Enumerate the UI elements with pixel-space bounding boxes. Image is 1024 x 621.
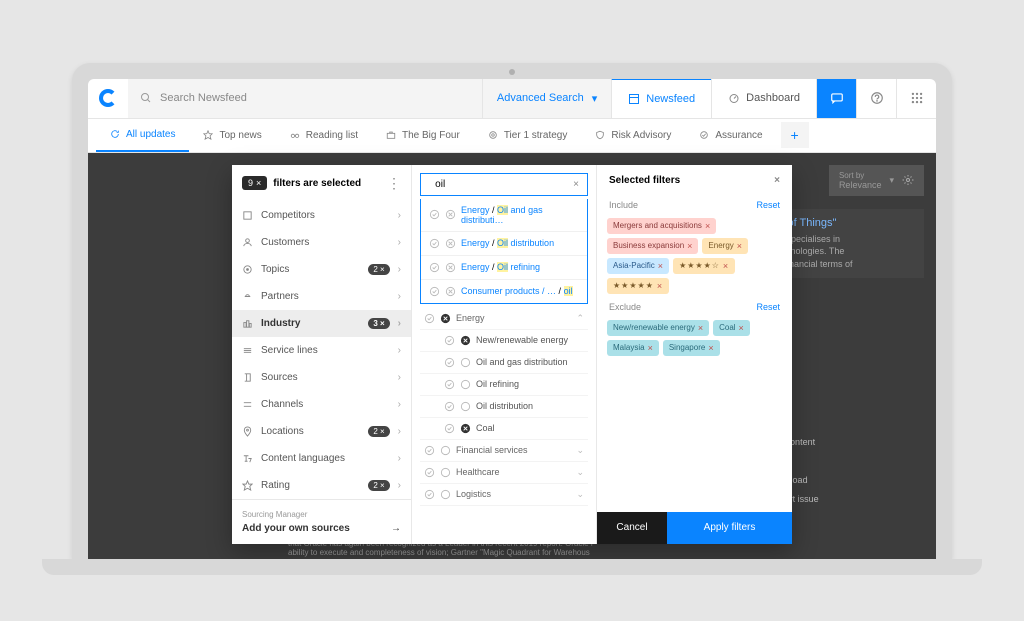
- chat-button[interactable]: [816, 79, 856, 119]
- category-partners[interactable]: Partners›: [232, 283, 411, 310]
- category-rating[interactable]: Rating2 ×›: [232, 472, 411, 499]
- subtab-big-four[interactable]: The Big Four: [372, 118, 474, 152]
- reset-include-link[interactable]: Reset: [756, 200, 780, 210]
- subtab-tier1[interactable]: Tier 1 strategy: [474, 118, 582, 152]
- category-customers[interactable]: Customers›: [232, 229, 411, 256]
- filter-count-badge[interactable]: 9 ×: [242, 176, 267, 190]
- category-sources[interactable]: Sources›: [232, 364, 411, 391]
- subtab-risk[interactable]: Risk Advisory: [581, 118, 685, 152]
- search-placeholder: Search Newsfeed: [160, 92, 247, 104]
- check-badge-icon: [699, 130, 709, 140]
- category-channels[interactable]: Channels›: [232, 391, 411, 418]
- category-industry[interactable]: Industry3 ×›: [232, 310, 411, 337]
- tab-dashboard[interactable]: Dashboard: [711, 79, 816, 119]
- logo[interactable]: [88, 89, 128, 107]
- help-button[interactable]: [856, 79, 896, 119]
- filter-tag[interactable]: Business expansion ×: [607, 238, 698, 254]
- subtab-reading-list[interactable]: Reading list: [276, 118, 372, 152]
- filter-tag[interactable]: New/renewable energy ×: [607, 320, 709, 336]
- tree-item[interactable]: New/renewable energy: [420, 330, 588, 352]
- reset-exclude-link[interactable]: Reset: [756, 302, 780, 312]
- filter-tag[interactable]: ★★★★★ ×: [607, 278, 669, 294]
- tree-item[interactable]: Oil distribution: [420, 396, 588, 418]
- briefcase-icon: [386, 130, 396, 140]
- category-content_languages[interactable]: Content languages›: [232, 445, 411, 472]
- grid-icon: [910, 91, 924, 105]
- filter-tag[interactable]: Energy ×: [702, 238, 748, 254]
- tree-item[interactable]: Logistics⌄: [420, 484, 588, 506]
- category-topics[interactable]: Topics2 ×›: [232, 256, 411, 283]
- topbar: Search Newsfeed Advanced Search ▾ Newsfe…: [88, 79, 936, 119]
- tree-item[interactable]: Oil refining: [420, 374, 588, 396]
- suggestion-item[interactable]: Energy / Oil and gas distributi…: [421, 199, 587, 232]
- apps-button[interactable]: [896, 79, 936, 119]
- exclude-label: Exclude: [609, 302, 641, 312]
- category-service_lines[interactable]: Service lines›: [232, 337, 411, 364]
- filter-modal: 9 × filters are selected ⋮ Competitors›C…: [232, 165, 792, 544]
- filter-tag[interactable]: Asia-Pacific ×: [607, 258, 669, 274]
- refresh-icon: [110, 129, 120, 139]
- tree-item[interactable]: Healthcare⌄: [420, 462, 588, 484]
- subnav: All updates Top news Reading list The Bi…: [88, 119, 936, 153]
- target-icon: [488, 130, 498, 140]
- sort-dropdown[interactable]: Sort by Relevance ▾: [829, 165, 924, 196]
- advanced-search-button[interactable]: Advanced Search ▾: [482, 79, 611, 119]
- filter-tag[interactable]: Malaysia ×: [607, 340, 659, 356]
- category-locations[interactable]: Locations2 ×›: [232, 418, 411, 445]
- more-menu-icon[interactable]: ⋮: [387, 175, 401, 192]
- suggestion-item[interactable]: Consumer products / … / oil: [421, 280, 587, 303]
- filter-tag[interactable]: Coal ×: [713, 320, 750, 336]
- help-icon: [870, 91, 884, 105]
- search-input[interactable]: Search Newsfeed: [128, 79, 482, 119]
- add-tab-button[interactable]: +: [781, 122, 809, 148]
- category-competitors[interactable]: Competitors›: [232, 202, 411, 229]
- sourcing-section: Sourcing Manager Add your own sources→: [232, 499, 411, 544]
- subtab-assurance[interactable]: Assurance: [685, 118, 776, 152]
- filter-tag[interactable]: Singapore ×: [663, 340, 720, 356]
- suggestion-item[interactable]: Energy / Oil refining: [421, 256, 587, 280]
- subtab-top-news[interactable]: Top news: [189, 118, 275, 152]
- tree-item[interactable]: Energy⌃: [420, 308, 588, 330]
- cancel-button[interactable]: Cancel: [597, 512, 667, 544]
- suggestion-item[interactable]: Energy / Oil distribution: [421, 232, 587, 256]
- clear-icon[interactable]: ×: [573, 179, 579, 190]
- close-icon[interactable]: ×: [774, 175, 780, 186]
- include-label: Include: [609, 200, 638, 210]
- search-icon: [140, 92, 152, 104]
- chat-icon: [830, 91, 844, 105]
- dashboard-icon: [728, 92, 740, 104]
- chevron-down-icon: ▾: [592, 92, 598, 105]
- tab-newsfeed[interactable]: Newsfeed: [611, 79, 711, 119]
- tree-item[interactable]: Financial services⌄: [420, 440, 588, 462]
- add-sources-link[interactable]: Add your own sources→: [242, 523, 401, 534]
- shield-icon: [595, 130, 605, 140]
- gear-icon[interactable]: [902, 174, 914, 186]
- filter-search-input[interactable]: ×: [420, 173, 588, 196]
- newsfeed-icon: [628, 93, 640, 105]
- glasses-icon: [290, 130, 300, 140]
- apply-filters-button[interactable]: Apply filters: [667, 512, 792, 544]
- suggestion-dropdown: Energy / Oil and gas distributi…Energy /…: [420, 199, 588, 304]
- filter-tag[interactable]: Mergers and acquisitions ×: [607, 218, 716, 234]
- selected-filters-header: Selected filters ×: [597, 165, 792, 196]
- tree-item[interactable]: Oil and gas distribution: [420, 352, 588, 374]
- filter-tag[interactable]: ★★★★☆ ×: [673, 258, 735, 274]
- tree-item[interactable]: Coal: [420, 418, 588, 440]
- star-icon: [203, 130, 213, 140]
- filters-header: 9 × filters are selected ⋮: [232, 165, 411, 202]
- subtab-all-updates[interactable]: All updates: [96, 118, 189, 152]
